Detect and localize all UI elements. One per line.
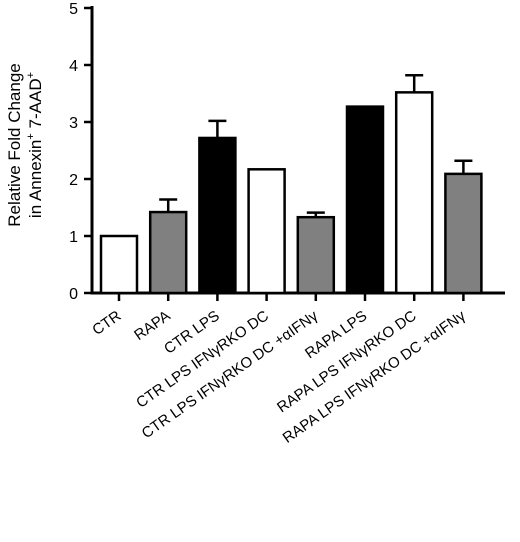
bar [296, 215, 336, 295]
y-tick-label: 2 [69, 172, 78, 189]
y-tick-label: 4 [69, 58, 78, 75]
bar [394, 91, 434, 295]
bar [345, 105, 385, 295]
x-tick-label: CTR [89, 307, 124, 339]
y-tick-label: 3 [69, 115, 78, 132]
bar [148, 210, 188, 295]
y-tick-label: 0 [69, 286, 78, 303]
bar [247, 168, 286, 295]
y-tick-label: 1 [69, 229, 78, 246]
y-axis-title: Relative Fold Change in Annexin+ 7-AAD+ [5, 63, 45, 226]
y-axis-title-line1: Relative Fold Change [5, 63, 24, 226]
y-tick-label: 5 [69, 1, 78, 18]
y-axis-title-line2: in Annexin+ 7-AAD+ [25, 72, 45, 218]
bar [444, 172, 483, 295]
bar [198, 136, 237, 295]
bar [99, 234, 139, 295]
